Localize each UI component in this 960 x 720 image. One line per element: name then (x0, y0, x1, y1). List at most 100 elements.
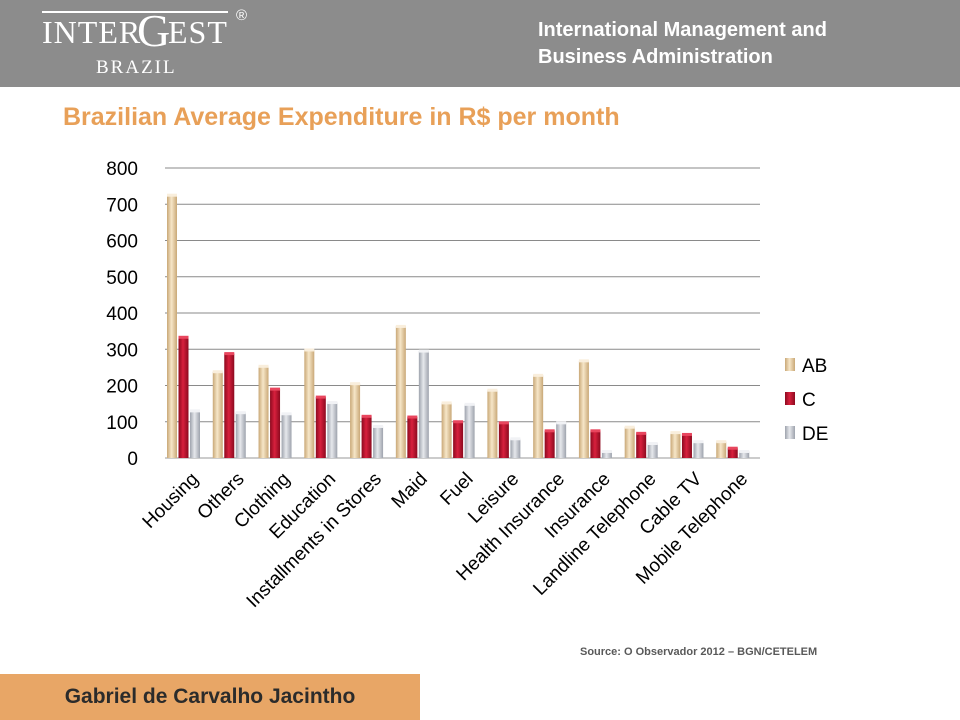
bar-top-ab-5 (395, 324, 406, 328)
bar-c-3 (315, 397, 326, 458)
bar-top-c-10 (636, 431, 647, 435)
legend-swatch-c (785, 392, 795, 405)
bar-de-6 (464, 404, 475, 458)
y-tick-label: 400 (106, 304, 138, 325)
bar-top-de-8 (556, 421, 567, 425)
bar-ab-2 (258, 366, 269, 458)
legend-swatch-ab (785, 358, 795, 371)
bar-ab-1 (212, 371, 223, 458)
bar-top-c-4 (361, 414, 372, 418)
bar-top-ab-7 (487, 388, 498, 392)
bar-de-4 (373, 426, 384, 458)
bar-ab-3 (304, 349, 315, 458)
bar-c-12 (727, 448, 738, 458)
bar-top-ab-11 (670, 431, 681, 435)
legend: AB C DE (785, 356, 828, 445)
bar-de-1 (235, 412, 246, 458)
header-line-1: International Management and (538, 19, 827, 41)
bar-top-ab-0 (167, 193, 177, 197)
bar-top-ab-9 (578, 359, 589, 363)
header-line-2: Business Administration (538, 46, 773, 68)
bar-ab-8 (533, 375, 544, 458)
bar-c-5 (407, 417, 418, 458)
bar-top-ab-12 (716, 440, 727, 444)
bar-top-ab-3 (304, 348, 315, 352)
bar-ab-7 (487, 390, 498, 458)
header-bar: INTER G EST ® BRAZIL International Manag… (0, 0, 960, 87)
bar-de-2 (281, 413, 292, 458)
bar-top-c-2 (270, 387, 281, 391)
x-category-label: Housing (139, 469, 203, 533)
bar-top-de-2 (281, 412, 292, 416)
y-tick-label: 100 (106, 413, 138, 434)
header-caption: International Management and Business Ad… (538, 17, 938, 71)
bar-top-c-7 (498, 421, 509, 425)
x-category-label: Maid (388, 469, 432, 513)
x-category-label: Fuel (436, 469, 477, 510)
bar-de-12 (739, 451, 750, 458)
bar-ab-6 (441, 402, 452, 458)
logo-text-inter: INTER (42, 14, 142, 50)
bar-c-7 (498, 422, 509, 458)
bar-ab-9 (578, 360, 589, 458)
bar-top-ab-4 (350, 382, 361, 386)
y-axis-ticks: 0 100 200 300 400 500 600 700 800 (106, 159, 138, 470)
footer-bar: Gabriel de Carvalho Jacintho (0, 674, 420, 720)
bar-top-de-9 (601, 449, 612, 453)
legend-label-c: C (802, 390, 816, 411)
bar-top-c-5 (407, 415, 418, 419)
bar-top-de-4 (373, 424, 384, 428)
bar-c-4 (361, 416, 372, 458)
bar-top-c-8 (544, 429, 555, 433)
bar-top-ab-8 (533, 373, 544, 377)
x-axis-labels: HousingOthersClothingEducationInstallmen… (139, 468, 752, 612)
bar-c-10 (636, 433, 647, 458)
bar-top-ab-1 (212, 370, 223, 374)
author-name: Gabriel de Carvalho Jacintho (64, 685, 356, 708)
slide-title: Brazilian Average Expenditure in R$ per … (63, 103, 620, 131)
bar-ab-5 (395, 326, 406, 458)
bar-de-3 (327, 402, 338, 458)
bar-c-8 (544, 430, 555, 458)
legend-label-ab: AB (802, 356, 827, 377)
intergest-logo: INTER G EST ® BRAZIL (42, 6, 262, 82)
bars (167, 193, 750, 458)
y-tick-label: 500 (106, 268, 138, 289)
bar-de-8 (556, 422, 567, 458)
y-tick-label: 600 (106, 232, 138, 253)
bar-top-de-7 (510, 437, 521, 441)
bar-de-5 (418, 351, 429, 458)
logo-rule (42, 11, 228, 13)
bar-top-de-6 (464, 402, 475, 406)
bar-top-c-12 (727, 446, 738, 450)
expenditure-bar-chart: 0 100 200 300 400 500 600 700 800 HousingOthersC… (106, 159, 828, 612)
bar-de-10 (647, 443, 658, 458)
y-tick-label: 800 (106, 159, 138, 180)
bar-c-0 (178, 337, 189, 458)
bar-c-1 (224, 353, 235, 458)
bar-top-c-0 (178, 335, 189, 339)
bar-top-de-10 (647, 442, 658, 445)
logo-text-g: G (137, 5, 171, 56)
gridlines (165, 167, 760, 459)
bar-c-6 (453, 421, 464, 458)
source-note: Source: O Observador 2012 – BGN/CETELEM (580, 646, 818, 658)
bar-c-9 (590, 430, 601, 458)
bar-c-11 (681, 434, 692, 458)
bar-top-c-1 (224, 352, 235, 356)
bar-ab-11 (670, 432, 681, 458)
bar-top-de-5 (418, 349, 429, 353)
bar-ab-10 (624, 427, 635, 458)
y-tick-label: 200 (106, 377, 138, 398)
bar-top-ab-10 (624, 425, 635, 429)
logo-text-country: BRAZIL (96, 57, 177, 78)
bar-top-c-9 (590, 429, 601, 433)
y-tick-label: 300 (106, 340, 138, 361)
y-tick-label: 0 (127, 449, 138, 470)
bar-ab-12 (716, 441, 727, 458)
bar-top-de-1 (235, 411, 246, 415)
logo-text-est: EST (168, 14, 228, 50)
bar-top-c-11 (681, 432, 692, 436)
legend-swatch-de (785, 426, 795, 439)
bar-ab-4 (350, 383, 361, 458)
